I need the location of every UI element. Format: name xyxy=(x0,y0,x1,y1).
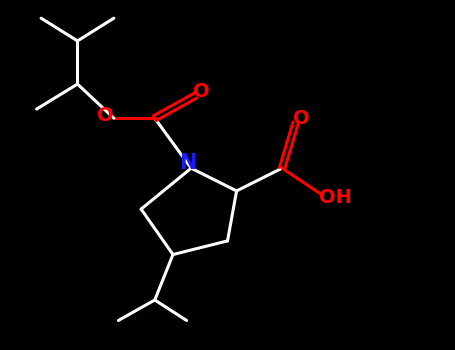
Text: O: O xyxy=(193,82,209,101)
Text: OH: OH xyxy=(319,188,352,207)
Text: O: O xyxy=(293,109,309,128)
Text: N: N xyxy=(179,153,196,173)
Text: O: O xyxy=(97,106,114,125)
